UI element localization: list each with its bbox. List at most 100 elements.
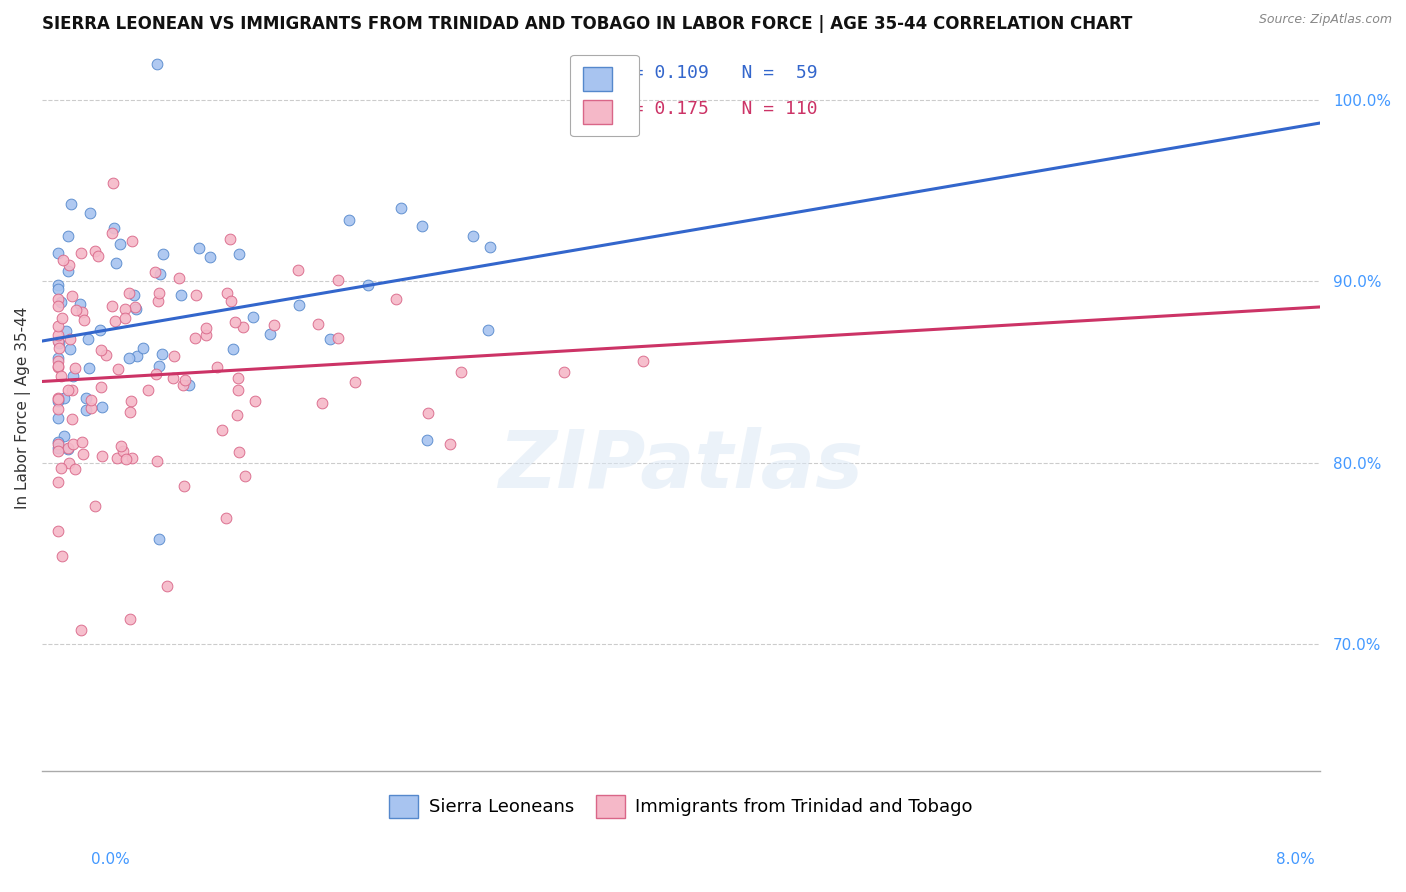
Point: [46, 278, 69, 293]
Point: [60, 383, 83, 397]
Point: [46, 434, 69, 449]
Point: [146, 57, 169, 71]
Point: [215, 285, 238, 300]
Point: [63, 461, 86, 475]
Point: [59, 332, 82, 346]
Point: [218, 232, 240, 246]
Point: [103, 220, 125, 235]
Point: [46, 392, 69, 406]
Point: [58, 456, 80, 470]
Point: [259, 327, 281, 342]
Point: [148, 359, 170, 373]
Point: [114, 310, 136, 325]
Point: [222, 342, 245, 356]
Point: [118, 351, 141, 365]
Point: [553, 366, 575, 380]
Point: [56, 228, 79, 243]
Point: [84, 244, 107, 258]
Point: [195, 320, 218, 334]
Point: [46, 443, 69, 458]
Text: Source: ZipAtlas.com: Source: ZipAtlas.com: [1258, 13, 1392, 27]
Point: [228, 247, 250, 261]
Point: [311, 396, 333, 410]
Point: [143, 265, 166, 279]
Point: [89, 323, 111, 337]
Point: [233, 468, 256, 483]
Point: [319, 332, 342, 346]
Point: [477, 323, 499, 337]
Text: R = 0.175   N = 110: R = 0.175 N = 110: [610, 101, 817, 119]
Point: [120, 393, 142, 408]
Point: [108, 237, 131, 252]
Point: [145, 367, 167, 381]
Point: [125, 301, 148, 316]
Point: [152, 246, 174, 260]
Point: [90, 343, 112, 357]
Point: [478, 240, 501, 254]
Point: [337, 213, 360, 227]
Point: [226, 383, 249, 397]
Point: [326, 331, 349, 345]
Text: ZIPatlas: ZIPatlas: [499, 427, 863, 505]
Point: [80, 401, 103, 415]
Point: [58, 258, 80, 272]
Point: [211, 423, 233, 437]
Point: [450, 365, 472, 379]
Point: [461, 228, 484, 243]
Point: [132, 341, 155, 355]
Text: R = 0.109   N =  59: R = 0.109 N = 59: [610, 64, 817, 82]
Point: [101, 226, 124, 240]
Point: [70, 435, 93, 450]
Point: [307, 317, 329, 331]
Point: [59, 196, 82, 211]
Point: [56, 442, 79, 456]
Point: [224, 315, 246, 329]
Point: [415, 434, 437, 448]
Point: [77, 361, 100, 376]
Point: [162, 371, 184, 385]
Point: [46, 411, 69, 425]
Point: [75, 391, 97, 405]
Point: [46, 394, 69, 409]
Text: 0.0%: 0.0%: [91, 852, 131, 867]
Point: [124, 300, 146, 314]
Point: [245, 393, 267, 408]
Point: [228, 445, 250, 459]
Point: [75, 402, 97, 417]
Point: [55, 324, 77, 338]
Point: [60, 289, 83, 303]
Point: [51, 311, 73, 326]
Point: [46, 318, 69, 333]
Point: [60, 412, 83, 426]
Point: [63, 361, 86, 376]
Point: [118, 612, 141, 626]
Point: [69, 245, 91, 260]
Point: [70, 305, 93, 319]
Point: [173, 373, 195, 387]
Point: [179, 378, 201, 392]
Point: [385, 292, 408, 306]
Point: [138, 383, 160, 397]
Point: [46, 327, 69, 342]
Point: [146, 293, 169, 308]
Point: [148, 532, 170, 546]
Point: [51, 294, 73, 309]
Point: [49, 461, 72, 475]
Point: [46, 351, 69, 366]
Point: [221, 293, 243, 308]
Point: [46, 354, 69, 368]
Point: [46, 292, 69, 306]
Point: [56, 441, 79, 455]
Point: [48, 341, 70, 355]
Point: [52, 428, 75, 442]
Point: [46, 524, 69, 538]
Point: [167, 270, 190, 285]
Point: [411, 219, 433, 234]
Point: [48, 336, 70, 351]
Point: [103, 314, 125, 328]
Point: [46, 402, 69, 417]
Point: [148, 268, 170, 282]
Point: [357, 278, 380, 293]
Point: [105, 450, 128, 465]
Point: [70, 623, 93, 637]
